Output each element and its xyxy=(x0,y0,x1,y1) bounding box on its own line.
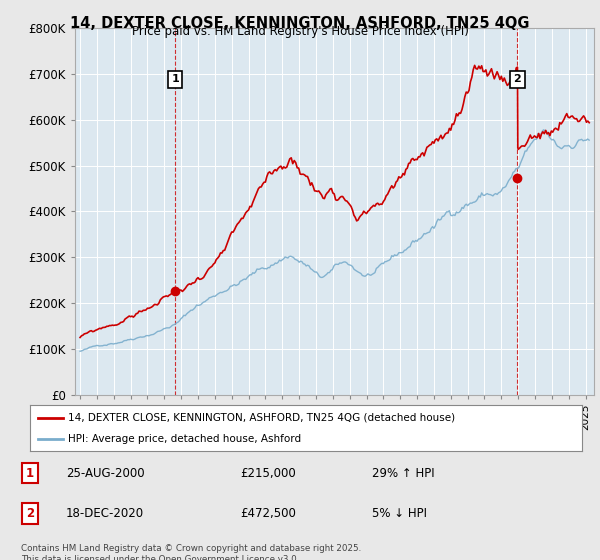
Text: 2: 2 xyxy=(514,74,521,85)
Text: Price paid vs. HM Land Registry's House Price Index (HPI): Price paid vs. HM Land Registry's House … xyxy=(131,25,469,38)
Text: 14, DEXTER CLOSE, KENNINGTON, ASHFORD, TN25 4QG: 14, DEXTER CLOSE, KENNINGTON, ASHFORD, T… xyxy=(70,16,530,31)
Text: £215,000: £215,000 xyxy=(240,466,296,480)
Text: 29% ↑ HPI: 29% ↑ HPI xyxy=(372,466,434,480)
Text: 14, DEXTER CLOSE, KENNINGTON, ASHFORD, TN25 4QG (detached house): 14, DEXTER CLOSE, KENNINGTON, ASHFORD, T… xyxy=(68,413,455,423)
Text: 18-DEC-2020: 18-DEC-2020 xyxy=(66,507,144,520)
Text: 2: 2 xyxy=(26,507,34,520)
Text: 1: 1 xyxy=(26,466,34,480)
Text: 5% ↓ HPI: 5% ↓ HPI xyxy=(372,507,427,520)
Text: 25-AUG-2000: 25-AUG-2000 xyxy=(66,466,145,480)
Text: 1: 1 xyxy=(172,74,179,85)
Text: £472,500: £472,500 xyxy=(240,507,296,520)
Text: HPI: Average price, detached house, Ashford: HPI: Average price, detached house, Ashf… xyxy=(68,435,301,444)
Text: Contains HM Land Registry data © Crown copyright and database right 2025.
This d: Contains HM Land Registry data © Crown c… xyxy=(21,544,361,560)
